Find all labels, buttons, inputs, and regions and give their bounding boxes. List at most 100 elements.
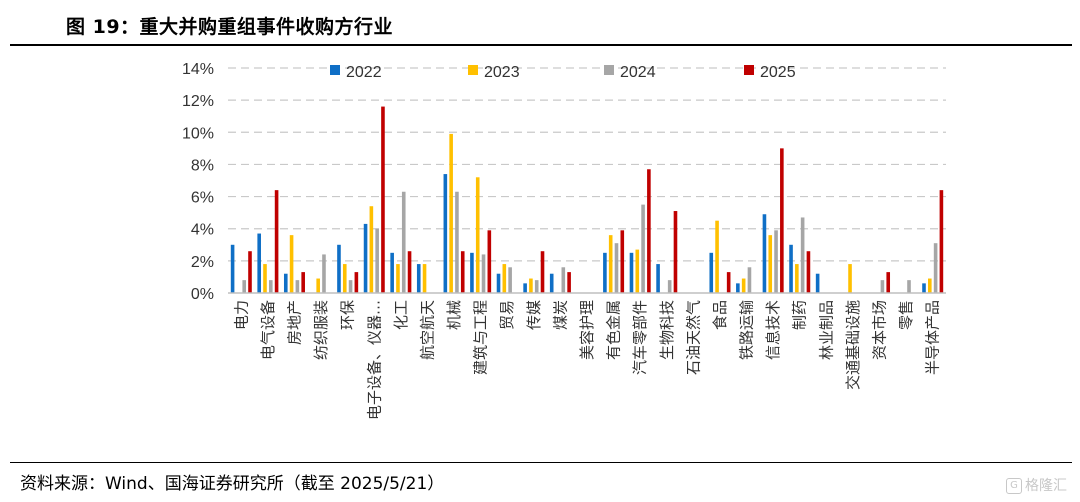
y-tick-label: 8% bbox=[191, 157, 214, 174]
bar-2022 bbox=[922, 283, 926, 293]
category-label: 传媒 bbox=[525, 300, 543, 330]
y-axis-ticks: 0% 2% 4% 6% 8% 10% 12% 14% bbox=[182, 61, 214, 303]
category-label: 电子设备、仪器… bbox=[365, 300, 383, 420]
legend: 2022 2023 2024 2025 bbox=[330, 64, 796, 81]
category-label: 纺织服装 bbox=[312, 300, 330, 360]
category-label: 半导体产品 bbox=[924, 300, 942, 375]
bar-2024 bbox=[907, 280, 911, 293]
category-label: 林业制品 bbox=[817, 300, 835, 360]
y-tick-label: 2% bbox=[191, 254, 214, 271]
bar-2024 bbox=[933, 243, 938, 293]
bar-2024 bbox=[880, 280, 885, 293]
bar-2024 bbox=[800, 217, 805, 293]
bar-2024 bbox=[508, 267, 512, 293]
bar-2024 bbox=[481, 254, 486, 293]
legend-swatch-2024 bbox=[604, 65, 614, 75]
category-label: 航空航天 bbox=[418, 300, 436, 360]
bar-2022 bbox=[762, 214, 767, 293]
bar-2025 bbox=[381, 106, 385, 293]
y-tick-label: 14% bbox=[182, 61, 214, 78]
bars bbox=[230, 106, 944, 293]
bar-2025 bbox=[248, 251, 252, 293]
bar-2022 bbox=[789, 244, 793, 293]
category-label: 铁路运输 bbox=[738, 300, 756, 360]
bar-2024 bbox=[534, 280, 539, 293]
bar-2022 bbox=[416, 264, 421, 293]
category-label: 制药 bbox=[791, 300, 809, 330]
y-tick-label: 12% bbox=[182, 93, 214, 110]
bar-2024 bbox=[774, 230, 778, 293]
legend-label-2023: 2023 bbox=[484, 64, 520, 81]
y-tick-label: 10% bbox=[182, 125, 214, 142]
category-label: 环保 bbox=[339, 300, 357, 330]
bar-2022 bbox=[603, 252, 607, 293]
bar-2022 bbox=[363, 223, 368, 293]
bar-2024 bbox=[401, 191, 406, 293]
bar-2022 bbox=[257, 233, 261, 293]
category-label: 化工 bbox=[392, 300, 410, 330]
bar-2023 bbox=[741, 278, 746, 293]
bar-2022 bbox=[815, 273, 820, 293]
bar-2022 bbox=[736, 283, 740, 293]
bar-2022 bbox=[470, 252, 474, 293]
bar-2025 bbox=[567, 272, 571, 293]
bar-2025 bbox=[487, 230, 492, 293]
bar-2022 bbox=[390, 252, 394, 293]
bar-2022 bbox=[523, 283, 527, 293]
bar-2025 bbox=[460, 251, 465, 293]
bar-2023 bbox=[502, 264, 507, 293]
bar-2022 bbox=[656, 264, 660, 293]
bar-2023 bbox=[608, 235, 613, 293]
bar-2022 bbox=[709, 252, 714, 293]
category-label: 交通基础设施 bbox=[844, 300, 862, 390]
bar-2022 bbox=[283, 273, 288, 293]
category-label: 电气设备 bbox=[259, 300, 277, 360]
title-rule bbox=[10, 44, 1072, 46]
bar-2022 bbox=[443, 174, 448, 293]
category-label: 煤炭 bbox=[551, 300, 569, 330]
bar-2023 bbox=[396, 264, 400, 293]
legend-label-2025: 2025 bbox=[760, 64, 796, 81]
legend-label-2022: 2022 bbox=[346, 64, 382, 81]
category-label: 信息技术 bbox=[764, 300, 782, 360]
bar-2025 bbox=[274, 190, 279, 293]
bar-2024 bbox=[375, 228, 379, 293]
bar-2025 bbox=[780, 148, 784, 293]
bar-2023 bbox=[928, 278, 932, 293]
bar-2022 bbox=[629, 252, 634, 293]
bar-2024 bbox=[322, 254, 326, 293]
bar-2022 bbox=[337, 244, 341, 293]
category-label: 汽车零部件 bbox=[631, 300, 649, 375]
bar-2023 bbox=[422, 264, 427, 293]
bar-2024 bbox=[747, 267, 752, 293]
bar-2025 bbox=[886, 272, 891, 293]
category-label: 资本市场 bbox=[871, 300, 889, 360]
category-label: 建筑与工程 bbox=[472, 300, 490, 375]
category-label: 贸易 bbox=[498, 300, 516, 330]
bar-2023 bbox=[316, 278, 320, 293]
bar-2025 bbox=[407, 251, 412, 293]
category-label: 房地产 bbox=[285, 300, 303, 345]
bar-2023 bbox=[449, 133, 453, 293]
y-tick-label: 6% bbox=[191, 190, 214, 207]
category-label: 有色金属 bbox=[605, 300, 623, 360]
category-label: 机械 bbox=[445, 300, 463, 330]
bar-2025 bbox=[726, 272, 731, 293]
y-tick-label: 4% bbox=[191, 222, 214, 239]
bar-2023 bbox=[289, 235, 294, 293]
source-note: 资料来源：Wind、国海证券研究所（截至 2025/5/21） bbox=[20, 474, 445, 494]
bar-2022 bbox=[549, 273, 554, 293]
y-tick-label: 0% bbox=[191, 286, 214, 303]
watermark: G 格隆汇 bbox=[1006, 475, 1067, 495]
category-label: 食品 bbox=[711, 300, 729, 330]
figure-title: 图 19：重大并购重组事件收购方行业 bbox=[66, 16, 394, 38]
bar-2023 bbox=[635, 249, 640, 293]
legend-swatch-2022 bbox=[330, 65, 340, 75]
bar-2023 bbox=[342, 264, 347, 293]
bar-2023 bbox=[715, 220, 719, 293]
category-label: 零售 bbox=[897, 300, 915, 330]
bar-2025 bbox=[620, 230, 625, 293]
bar-2024 bbox=[641, 204, 645, 293]
bar-2024 bbox=[667, 280, 672, 293]
bar-2024 bbox=[561, 267, 566, 293]
